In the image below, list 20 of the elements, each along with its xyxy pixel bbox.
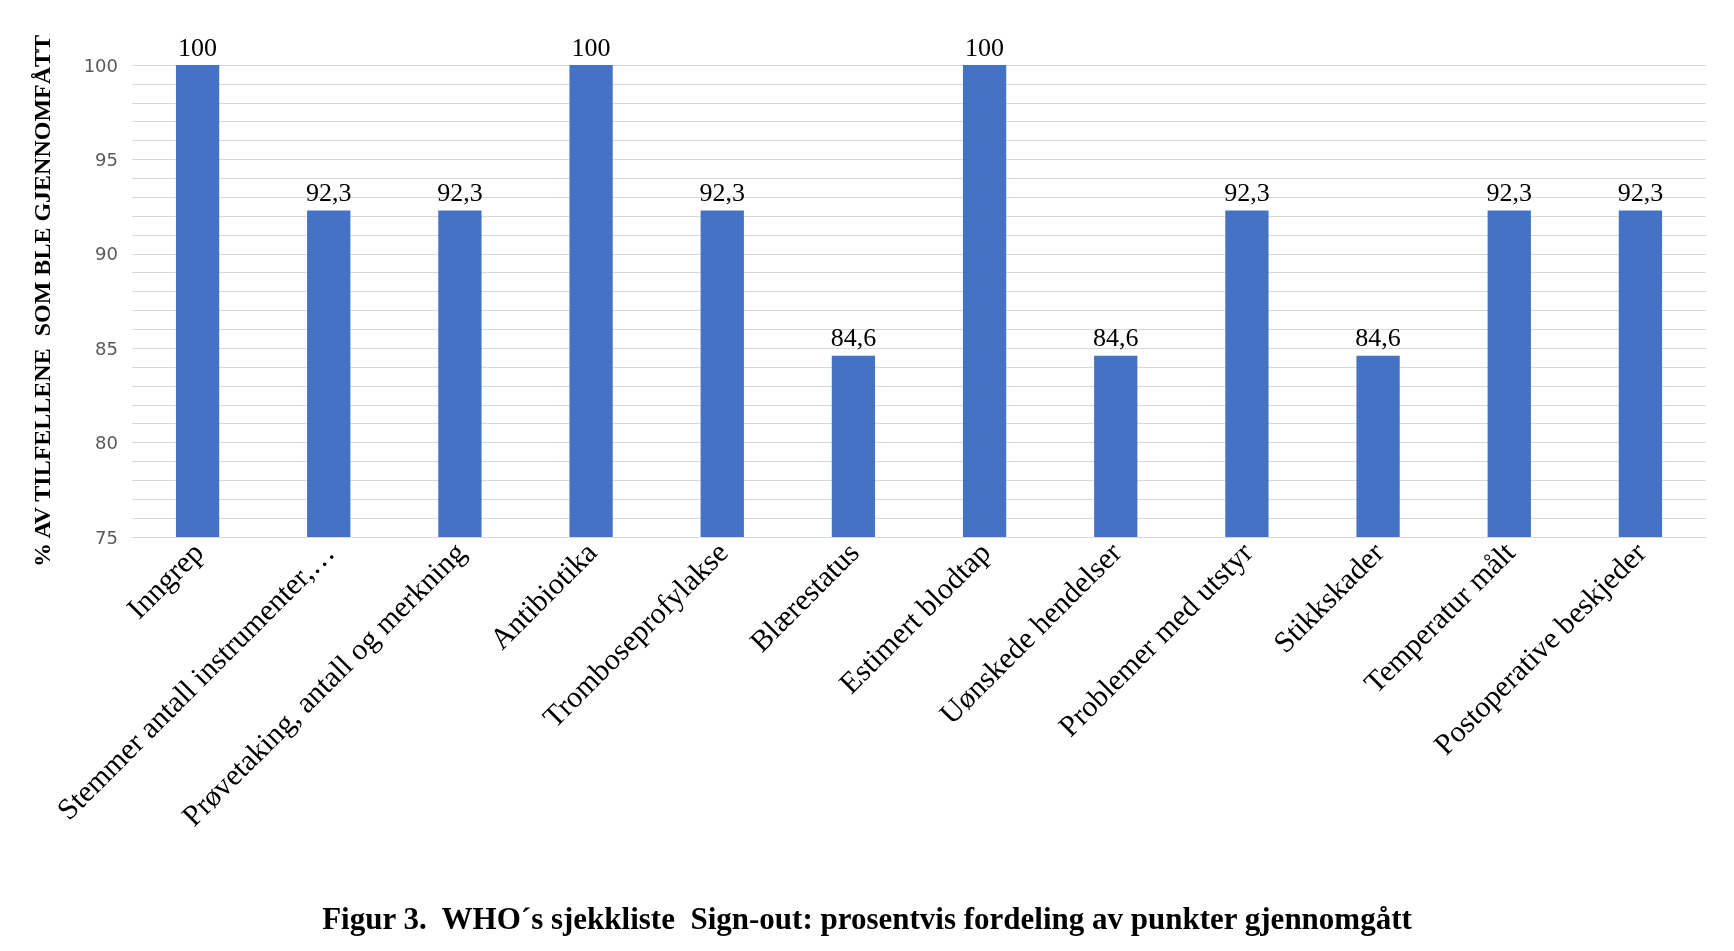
data-label: 84,6	[1355, 323, 1401, 353]
data-label: 100	[571, 32, 611, 62]
data-label: 92,3	[699, 177, 745, 207]
data-label: 84,6	[830, 323, 877, 353]
data-label: 92,3	[306, 177, 352, 207]
y-tick-label: 85	[95, 337, 118, 359]
data-label: 92,3	[1617, 177, 1664, 207]
data-label: 92,3	[1224, 177, 1270, 207]
y-tick-label: 95	[95, 148, 118, 170]
y-tick-label: 75	[95, 526, 118, 548]
data-label: 84,6	[1093, 323, 1139, 353]
text: Figur 3. WHO´s sjekkliste Sign-out: prosentvis fordeling av punkter gjennomgått	[322, 901, 1413, 936]
y-tick-label: 100	[83, 54, 118, 76]
data-label: 92,3	[1486, 177, 1532, 207]
data-label: 100	[178, 32, 218, 62]
y-tick-label: 90	[95, 243, 118, 265]
y-tick-label: 80	[95, 432, 118, 454]
data-label: 92,3	[437, 177, 483, 207]
data-label: 100	[965, 32, 1005, 62]
y-axis-title: % AV TILFELLENE SOM BLE GJENNOMFÅTT	[29, 34, 55, 568]
